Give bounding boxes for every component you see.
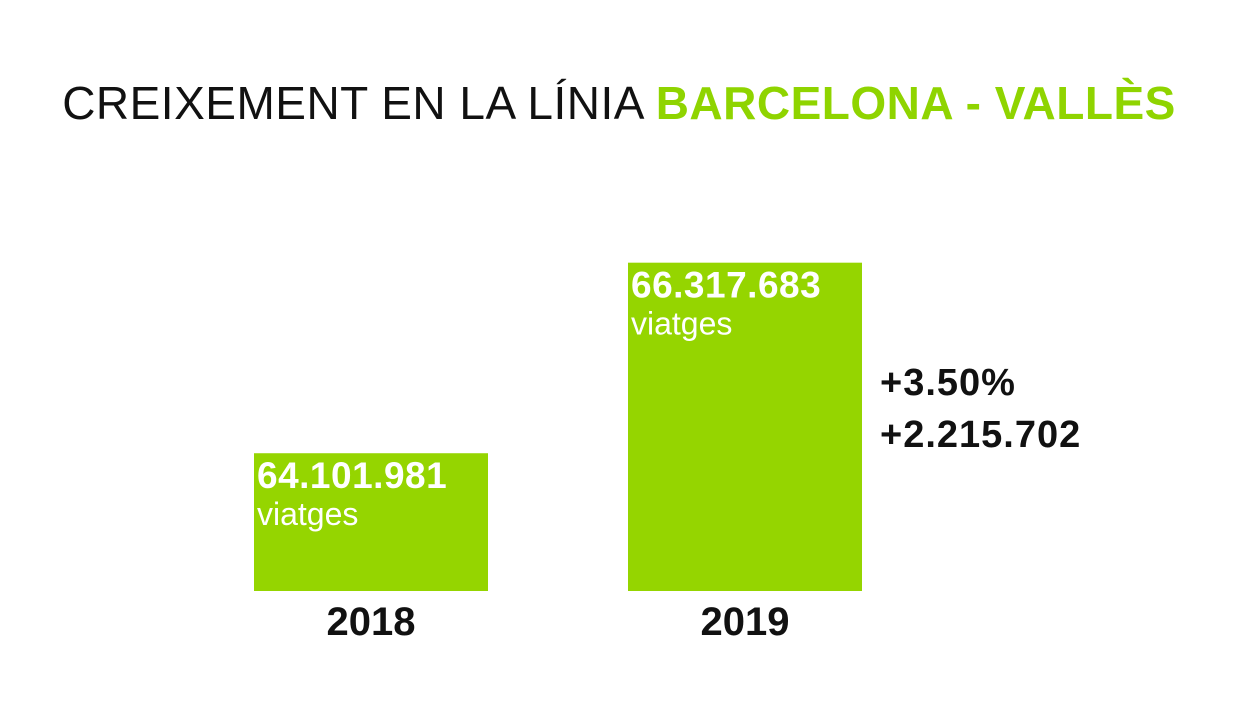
bar-unit-label: viatges bbox=[631, 306, 732, 342]
chart-title-prefix: CREIXEMENT EN LA LÍNIA bbox=[62, 77, 643, 129]
chart-title-highlight: BARCELONA - VALLÈS bbox=[655, 77, 1176, 129]
bar-2018 bbox=[254, 453, 488, 591]
bar-2019 bbox=[628, 262, 862, 591]
x-tick-label: 2019 bbox=[701, 600, 790, 644]
growth-percent: +3.50% bbox=[880, 362, 1016, 404]
bars-layer: 64.101.981viatges201866.317.683viatges20… bbox=[254, 262, 862, 644]
chart-title: CREIXEMENT EN LA LÍNIA BARCELONA - VALLÈ… bbox=[0, 72, 1238, 134]
bar-value-label: 66.317.683 bbox=[631, 265, 821, 306]
x-tick-label: 2018 bbox=[327, 600, 416, 644]
bar-unit-label: viatges bbox=[257, 496, 358, 532]
growth-absolute: +2.215.702 bbox=[880, 414, 1082, 456]
bar-value-label: 64.101.981 bbox=[257, 455, 447, 496]
